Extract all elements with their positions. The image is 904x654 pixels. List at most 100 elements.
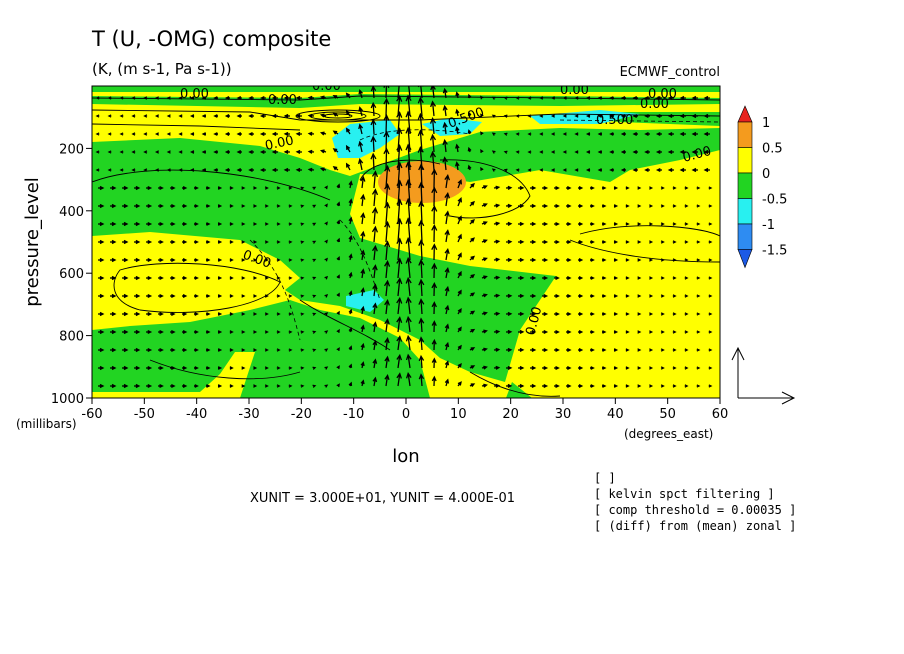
wind-vector	[649, 312, 654, 316]
wind-vector	[480, 95, 484, 100]
wind-vector	[493, 311, 501, 316]
wind-vector	[625, 330, 630, 334]
wind-vector	[312, 384, 317, 388]
wind-vector	[194, 240, 199, 244]
wind-vector	[620, 150, 626, 154]
wind-vector	[178, 96, 183, 100]
wind-vector	[360, 212, 366, 225]
wind-vector	[371, 244, 378, 261]
wind-vector	[190, 150, 195, 154]
plot-area: 0.00 0.00 0.00 0.00 0.00 0.00 0.00 0.500…	[92, 86, 720, 398]
wind-vector	[307, 149, 315, 154]
wind-vector	[493, 347, 501, 352]
contour-label: 0.00	[264, 133, 295, 154]
wind-vector	[283, 113, 291, 119]
wind-vector	[217, 276, 223, 280]
colorbar-label: -0.5	[762, 193, 787, 208]
wind-vector	[566, 258, 572, 262]
wind-vector	[201, 168, 206, 172]
wind-vector	[110, 347, 117, 353]
wind-vector	[481, 221, 488, 226]
wind-vector	[276, 330, 281, 334]
wind-vector	[360, 361, 365, 369]
wind-vector	[578, 204, 584, 208]
wind-vector	[324, 275, 329, 280]
wind-vector	[609, 150, 614, 154]
wind-vector	[480, 148, 484, 153]
wind-vector	[271, 149, 279, 155]
wind-vector	[562, 114, 567, 118]
y-tick-label: 800	[59, 330, 84, 345]
wind-vector	[182, 294, 188, 298]
wind-vector	[348, 363, 353, 369]
wind-vector	[417, 112, 424, 135]
wind-vector	[300, 186, 305, 190]
wind-vector	[457, 178, 463, 189]
wind-vector	[271, 95, 279, 101]
wind-vector	[383, 97, 390, 117]
wind-vector	[170, 348, 176, 352]
wind-vector	[110, 275, 117, 281]
wind-vector	[336, 347, 340, 352]
wind-vector	[649, 240, 654, 244]
wind-vector	[493, 329, 501, 334]
wind-vector	[248, 113, 255, 119]
wind-vector	[696, 222, 701, 226]
wind-vector	[539, 114, 544, 118]
wind-vector	[444, 173, 450, 189]
wind-vector	[431, 338, 437, 351]
wind-vector	[442, 104, 448, 117]
wind-vector	[146, 383, 153, 389]
wind-vector	[236, 168, 242, 172]
wind-vector	[264, 204, 269, 208]
wind-vector	[206, 222, 211, 226]
wind-vector	[324, 221, 328, 226]
wind-vector	[332, 95, 339, 99]
wind-vector	[696, 330, 701, 334]
wind-vector	[236, 150, 242, 154]
wind-vector	[469, 310, 476, 315]
wind-vector	[469, 273, 476, 279]
wind-vector	[332, 165, 339, 171]
wind-vector	[170, 312, 176, 316]
wind-vector	[217, 312, 223, 316]
wind-vector	[578, 258, 584, 262]
wind-vector	[253, 258, 258, 262]
wind-vector	[672, 186, 677, 190]
wind-vector	[578, 312, 584, 316]
wind-vector	[684, 294, 689, 298]
field-negative-lower-left	[92, 300, 430, 398]
wind-vector	[417, 86, 424, 99]
wind-vector	[276, 258, 281, 262]
wind-vector	[553, 221, 560, 227]
colorbar-label: 0.5	[762, 142, 783, 157]
wind-vector	[481, 383, 488, 388]
wind-vector	[585, 114, 591, 118]
wind-vector	[345, 109, 351, 117]
wind-vector	[418, 278, 425, 297]
wind-vector	[190, 168, 195, 172]
y-axis-label: pressure_level	[22, 177, 43, 307]
wind-vector	[602, 294, 607, 298]
wind-vector	[469, 347, 476, 351]
wind-vector	[539, 96, 544, 100]
wind-vector	[158, 203, 164, 209]
wind-vector	[358, 106, 364, 117]
wind-vector	[384, 374, 390, 387]
wind-vector	[134, 311, 141, 317]
wind-vector	[620, 168, 626, 172]
wind-vector	[469, 219, 475, 225]
wind-vector	[158, 275, 164, 281]
wind-vector	[703, 95, 710, 101]
wind-vector	[360, 342, 365, 351]
wind-vector	[562, 96, 567, 100]
wind-vector	[166, 96, 171, 100]
wind-vector	[491, 96, 496, 100]
wind-vector	[481, 365, 488, 370]
wind-vector	[134, 365, 141, 371]
filtering-note: [ comp threshold = 0.00035 ]	[594, 503, 796, 517]
wind-vector	[300, 222, 305, 226]
chart-title: T (U, -OMG) composite	[91, 27, 331, 51]
wind-vector	[396, 94, 403, 117]
